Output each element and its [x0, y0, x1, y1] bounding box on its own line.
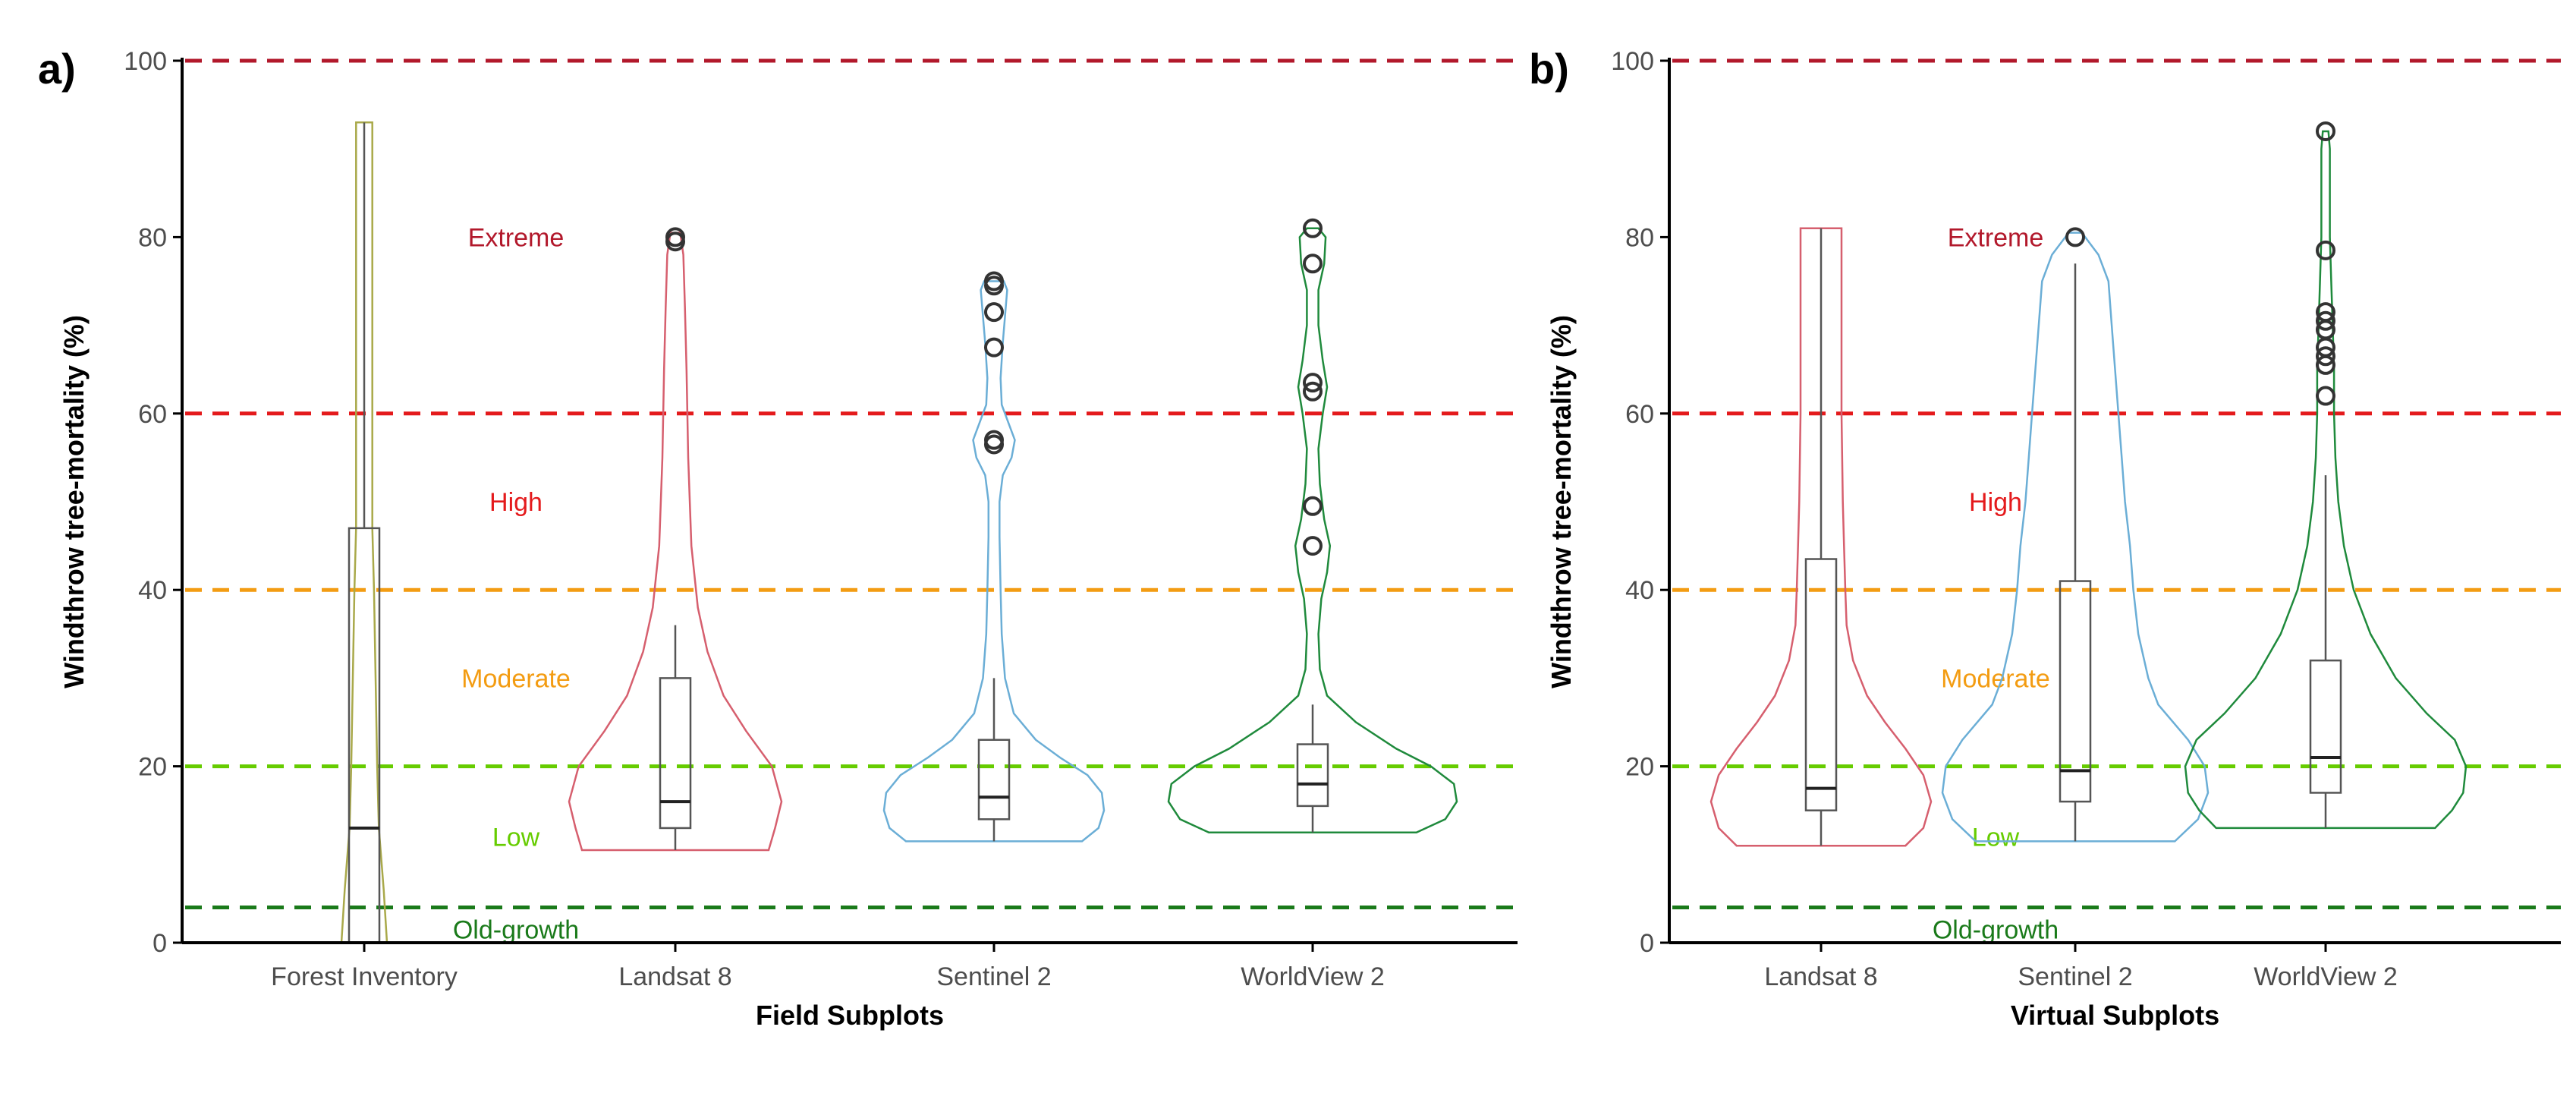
panel-b-zone-label-old-growth: Old-growth	[1933, 916, 2059, 945]
panel-b-box-landsat-8	[1804, 558, 1838, 811]
panel-a-y-tick-label-100: 100	[124, 47, 167, 76]
panel-a-x-tick-label-forest-inventory: Forest Inventory	[271, 962, 458, 991]
panel-a-x-tick-label-sentinel-2: Sentinel 2	[936, 962, 1051, 991]
panel-a-zone-label-extreme: Extreme	[468, 223, 565, 252]
panel-a-outlier-sentinel-2-5	[984, 271, 1004, 291]
panel-b-outlier-sentinel-2-0	[2065, 227, 2085, 247]
panel-b-outlier-worldview-2-5	[2316, 310, 2335, 331]
panel-a-outlier-sentinel-2-2	[984, 337, 1004, 358]
panel-b-outlier-worldview-2-8	[2316, 121, 2335, 141]
panel-b-violin-landsat-8	[1709, 227, 1933, 847]
panel-a-outlier-worldview-2-0	[1303, 536, 1323, 556]
panel-b-x-tick-label-landsat-8: Landsat 8	[1764, 962, 1877, 991]
panel-a-outlier-worldview-2-2	[1303, 381, 1323, 402]
panel-b-x-axis-title: Virtual Subplots	[2011, 1000, 2219, 1031]
panel-a-label: a)	[38, 45, 76, 93]
panel-a-outlier-worldview-2-4	[1303, 254, 1323, 274]
panel-b-box-worldview-2	[2309, 659, 2342, 794]
panel-b-y-tick-label-80: 80	[1625, 223, 1654, 252]
panel-a-outlier-worldview-2-1	[1303, 496, 1323, 516]
panel-a-violin-forest-inventory	[340, 121, 388, 944]
panel-b-x-tick-label-worldview-2: WorldView 2	[2254, 962, 2398, 991]
panel-b-y-tick-label-20: 20	[1625, 753, 1654, 782]
panel-b-zone-label-low: Low	[1972, 824, 2020, 852]
panel-a-y-tick-label-40: 40	[138, 576, 167, 605]
panel-b-violin-worldview-2	[2184, 130, 2467, 830]
panel-a-y-tick-label-60: 60	[138, 400, 167, 429]
panel-a-violin-sentinel-2	[882, 280, 1106, 843]
panel-a-box-sentinel-2	[977, 739, 1011, 821]
panel-a-box-landsat-8	[659, 677, 692, 830]
panel-a-x-axis-title: Field Subplots	[756, 1000, 944, 1031]
panel-b-y-tick-label-0: 0	[1640, 929, 1654, 958]
panel-a-zone-label-high: High	[489, 488, 543, 517]
panel-b-zone-label-extreme: Extreme	[1948, 223, 2044, 252]
panel-b-y-tick-label-40: 40	[1625, 576, 1654, 605]
panel-a-x-tick-label-worldview-2: WorldView 2	[1241, 962, 1385, 991]
panel-b-outlier-worldview-2-0	[2316, 386, 2335, 406]
panel-a-outlier-worldview-2-5	[1303, 218, 1323, 238]
panel-a-zone-label-old-growth: Old-growth	[453, 916, 579, 945]
panel-b-y-axis-title: Windthrow tree-mortality (%)	[1546, 315, 1577, 688]
panel-a-violin-landsat-8	[568, 232, 783, 852]
panel-b-y-tick-label-60: 60	[1625, 400, 1654, 429]
panel-a-outlier-sentinel-2-3	[984, 302, 1004, 323]
panel-a-outlier-sentinel-2-1	[984, 430, 1004, 450]
panel-a-outlier-landsat-8-1	[665, 227, 685, 247]
panel-b-label: b)	[1529, 45, 1569, 93]
panel-a-zone-label-low: Low	[492, 824, 540, 852]
panel-a-y-tick-label-0: 0	[153, 929, 167, 958]
panel-b-outlier-worldview-2-2	[2316, 346, 2335, 367]
panel-b-zone-label-moderate: Moderate	[1941, 664, 2050, 693]
panel-b-y-tick-label-100: 100	[1611, 47, 1654, 76]
panel-a-y-tick-label-80: 80	[138, 223, 167, 252]
panel-a-y-axis-title: Windthrow tree-mortality (%)	[58, 315, 90, 688]
panel-b-zone-label-high: High	[1969, 488, 2022, 517]
panel-a-y-tick-label-20: 20	[138, 753, 167, 782]
panel-a-x-tick-label-landsat-8: Landsat 8	[618, 962, 731, 991]
panel-b-outlier-worldview-2-6	[2316, 302, 2335, 323]
panel-a-violin-worldview-2	[1167, 227, 1458, 834]
panel-b-outlier-worldview-2-7	[2316, 240, 2335, 260]
panel-a-box-worldview-2	[1296, 743, 1329, 808]
panel-b-box-sentinel-2	[2059, 580, 2092, 803]
panel-a-zone-label-moderate: Moderate	[461, 664, 571, 693]
panel-b-x-tick-label-sentinel-2: Sentinel 2	[2018, 962, 2132, 991]
panel-a-outlier-worldview-2-3	[1303, 373, 1323, 393]
